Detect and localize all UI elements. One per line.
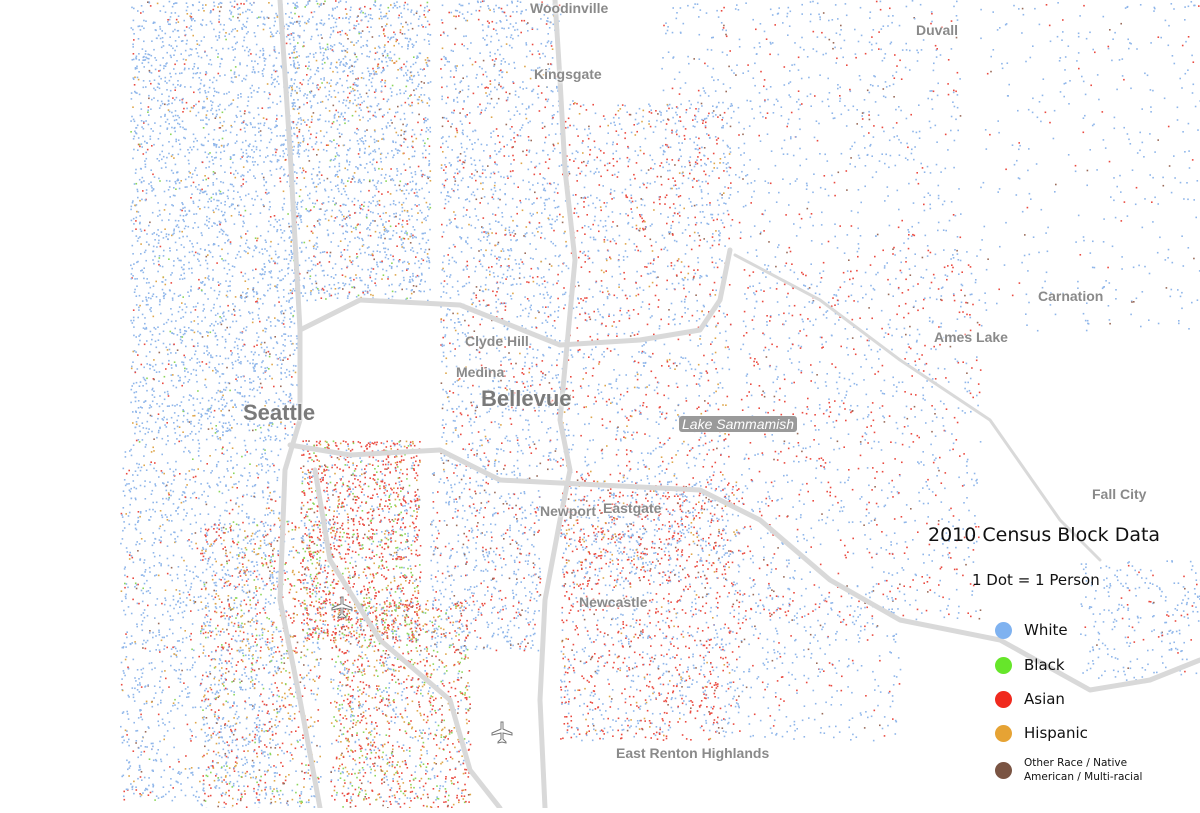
- legend-item-asian: Asian: [995, 690, 1065, 708]
- place-label: Kingsgate: [534, 66, 602, 82]
- place-label: Ames Lake: [934, 329, 1008, 345]
- legend-label: Hispanic: [1024, 724, 1088, 742]
- black-dot-icon: [995, 657, 1012, 674]
- legend-item-white: White: [995, 621, 1068, 639]
- place-label: Fall City: [1092, 486, 1146, 502]
- place-label: Lake Sammamish: [679, 416, 797, 432]
- place-label: Seattle: [243, 400, 315, 426]
- place-label: Duvall: [916, 22, 958, 38]
- airport-icon: [332, 597, 352, 618]
- place-label: Eastgate: [603, 500, 661, 516]
- legend-label: White: [1024, 621, 1068, 639]
- asian-dot-icon: [995, 691, 1012, 708]
- legend-item-other: Other Race / Native American / Multi-rac…: [995, 756, 1142, 784]
- airport-icon: [492, 722, 512, 743]
- place-label: Clyde Hill: [465, 333, 529, 349]
- other-race-dot-icon: [995, 762, 1012, 779]
- place-label: Carnation: [1038, 288, 1103, 304]
- place-label: Medina: [456, 364, 504, 380]
- legend-item-hispanic: Hispanic: [995, 724, 1088, 742]
- legend-item-black: Black: [995, 656, 1065, 674]
- roads: [280, 0, 1200, 808]
- place-label: Newport: [540, 503, 596, 519]
- legend-label: Asian: [1024, 690, 1065, 708]
- hispanic-dot-icon: [995, 725, 1012, 742]
- white-dot-icon: [995, 622, 1012, 639]
- legend-label: Black: [1024, 656, 1065, 674]
- place-label: Bellevue: [481, 386, 572, 412]
- legend-subtitle: 1 Dot = 1 Person: [972, 571, 1100, 589]
- legend-label: Other Race / Native American / Multi-rac…: [1024, 756, 1142, 784]
- place-label: Woodinville: [530, 0, 608, 16]
- legend-title: 2010 Census Block Data: [928, 524, 1160, 546]
- place-label: Newcastle: [579, 594, 647, 610]
- place-label: East Renton Highlands: [616, 745, 769, 761]
